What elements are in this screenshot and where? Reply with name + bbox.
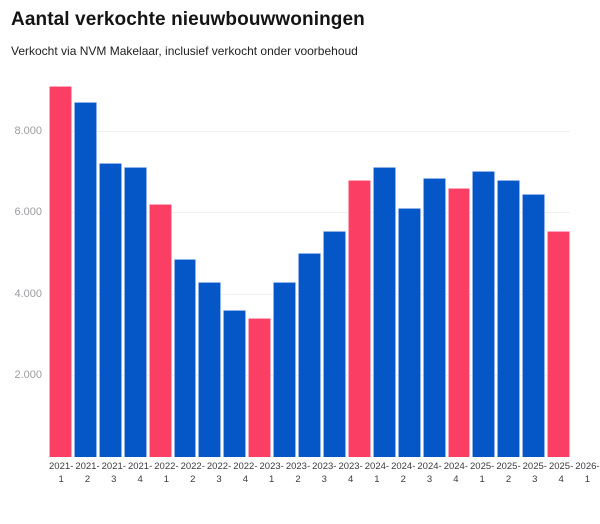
x-tick-quarter: 1 bbox=[163, 474, 170, 485]
x-tick-year: 2022- bbox=[154, 461, 179, 472]
x-tick-quarter: 4 bbox=[558, 474, 564, 485]
x-tick-quarter: 4 bbox=[242, 474, 248, 485]
x-tick-year: 2021- bbox=[75, 461, 100, 472]
chart-title: Aantal verkochte nieuwbouwwoningen bbox=[11, 9, 365, 30]
x-tick-year: 2023- bbox=[338, 461, 363, 472]
x-tick-year: 2021- bbox=[49, 461, 74, 472]
bar-2024-4[interactable] bbox=[422, 178, 446, 457]
x-tick-quarter: 4 bbox=[347, 474, 354, 485]
x-tick-label-2022-3: 2022- 3 bbox=[207, 460, 231, 486]
gridline-8.000 bbox=[49, 130, 570, 132]
x-tick-quarter: 4 bbox=[137, 474, 143, 485]
x-tick-label-2024-3: 2024- 3 bbox=[417, 460, 441, 486]
x-tick-quarter: 2 bbox=[190, 474, 196, 485]
x-tick-label-2021-1: 2021- 1 bbox=[49, 460, 73, 486]
bar-2023-3[interactable] bbox=[298, 253, 321, 457]
bar-2024-1[interactable] bbox=[347, 180, 371, 457]
x-tick-label-2023-1: 2023- 1 bbox=[260, 460, 284, 486]
x-tick-quarter: 3 bbox=[216, 474, 222, 485]
x-tick-quarter: 1 bbox=[58, 474, 64, 485]
x-tick-label-2021-2: 2021- 2 bbox=[75, 460, 99, 486]
x-tick-year: 2024- bbox=[391, 461, 416, 472]
x-tick-label-2022-4: 2022- 4 bbox=[233, 460, 257, 486]
x-tick-year: 2024- bbox=[364, 461, 390, 472]
x-tick-year: 2021- bbox=[127, 461, 153, 472]
x-tick-label-2023-3: 2023- 3 bbox=[312, 460, 336, 486]
x-tick-year: 2024- bbox=[417, 461, 442, 472]
x-tick-year: 2025- bbox=[470, 461, 495, 472]
x-tick-label-2021-4: 2021- 4 bbox=[128, 460, 152, 486]
y-tick-label: 2.000 bbox=[14, 369, 42, 382]
x-tick-year: 2022- bbox=[180, 461, 205, 472]
bar-2025-1[interactable] bbox=[447, 188, 471, 457]
x-tick-label-2024-1: 2024- 1 bbox=[365, 460, 389, 486]
bar-series bbox=[49, 76, 571, 457]
bar-2021-2[interactable] bbox=[73, 102, 97, 457]
bar-2021-4[interactable] bbox=[123, 167, 147, 457]
bar-2025-3[interactable] bbox=[497, 180, 521, 457]
bar-2025-2[interactable] bbox=[472, 171, 496, 457]
x-tick-year: 2022- bbox=[233, 461, 258, 472]
x-tick-quarter: 1 bbox=[269, 474, 275, 485]
x-tick-year: 2023- bbox=[285, 461, 311, 472]
x-tick-quarter: 2 bbox=[295, 474, 301, 485]
x-tick-quarter: 3 bbox=[321, 474, 327, 485]
x-tick-year: 2022- bbox=[206, 461, 232, 472]
x-tick-quarter: 1 bbox=[479, 474, 485, 485]
x-tick-label-2024-2: 2024- 2 bbox=[391, 460, 415, 486]
bar-2022-4[interactable] bbox=[223, 310, 247, 457]
x-tick-label-2024-4: 2024- 4 bbox=[444, 460, 468, 486]
x-tick-year: 2021- bbox=[101, 461, 126, 472]
x-tick-label-2025-3: 2025- 3 bbox=[523, 460, 547, 486]
x-tick-year: 2025- bbox=[522, 461, 547, 472]
x-tick-label-2023-2: 2023- 2 bbox=[286, 460, 310, 486]
x-tick-label-2026-1: 2026- 1 bbox=[575, 460, 599, 486]
x-tick-label-2022-1: 2022- 1 bbox=[154, 460, 178, 486]
x-tick-year: 2025- bbox=[496, 461, 521, 472]
bar-2022-3[interactable] bbox=[198, 282, 222, 457]
bar-2023-4[interactable] bbox=[322, 231, 346, 457]
x-tick-label-2025-4: 2025- 4 bbox=[549, 460, 573, 486]
x-tick-label-2023-4: 2023- 4 bbox=[338, 460, 362, 486]
bar-2026-1[interactable] bbox=[547, 231, 571, 457]
bar-2024-2[interactable] bbox=[372, 167, 396, 457]
x-tick-year: 2026- bbox=[575, 461, 600, 472]
x-tick-quarter: 3 bbox=[426, 474, 433, 485]
x-tick-year: 2023- bbox=[312, 461, 337, 472]
x-tick-year: 2025- bbox=[548, 461, 574, 472]
x-tick-quarter: 4 bbox=[453, 474, 459, 485]
bar-chart: 2.000 4.000 6.000 8.000 2021- 1 2021- 2 2021- 3 2… bbox=[0, 76, 600, 506]
x-tick-quarter: 1 bbox=[584, 474, 591, 485]
bar-2023-2[interactable] bbox=[273, 282, 297, 457]
bar-2022-1[interactable] bbox=[148, 204, 172, 457]
bar-2023-1[interactable] bbox=[248, 318, 272, 457]
x-tick-label-2025-2: 2025- 2 bbox=[496, 460, 520, 486]
x-tick-label-2022-2: 2022- 2 bbox=[181, 460, 205, 486]
x-tick-quarter: 2 bbox=[84, 474, 91, 485]
bar-2025-4[interactable] bbox=[522, 194, 546, 457]
y-tick-label: 8.000 bbox=[14, 124, 42, 137]
chart-subtitle: Verkocht via NVM Makelaar, inclusief ver… bbox=[11, 44, 358, 58]
y-tick-label: 4.000 bbox=[14, 287, 42, 300]
x-tick-quarter: 2 bbox=[505, 474, 512, 485]
x-tick-label-2021-3: 2021- 3 bbox=[102, 460, 126, 486]
x-axis: 2021- 1 2021- 2 2021- 3 2021- 4 2022- 1 2022- 2 2022… bbox=[49, 460, 600, 486]
bar-2021-1[interactable] bbox=[49, 86, 72, 457]
gridline-6.000 bbox=[49, 212, 570, 214]
bar-2024-3[interactable] bbox=[397, 208, 421, 457]
x-tick-quarter: 2 bbox=[400, 474, 406, 485]
x-tick-label-2025-1: 2025- 1 bbox=[470, 460, 494, 486]
x-tick-quarter: 1 bbox=[374, 474, 380, 485]
x-tick-quarter: 3 bbox=[111, 474, 117, 485]
x-tick-year: 2023- bbox=[259, 461, 284, 472]
x-tick-year: 2024- bbox=[443, 461, 468, 472]
bar-2022-2[interactable] bbox=[173, 259, 197, 457]
x-tick-quarter: 3 bbox=[532, 474, 538, 485]
y-tick-label: 6.000 bbox=[14, 206, 42, 219]
bar-2021-3[interactable] bbox=[98, 163, 122, 457]
